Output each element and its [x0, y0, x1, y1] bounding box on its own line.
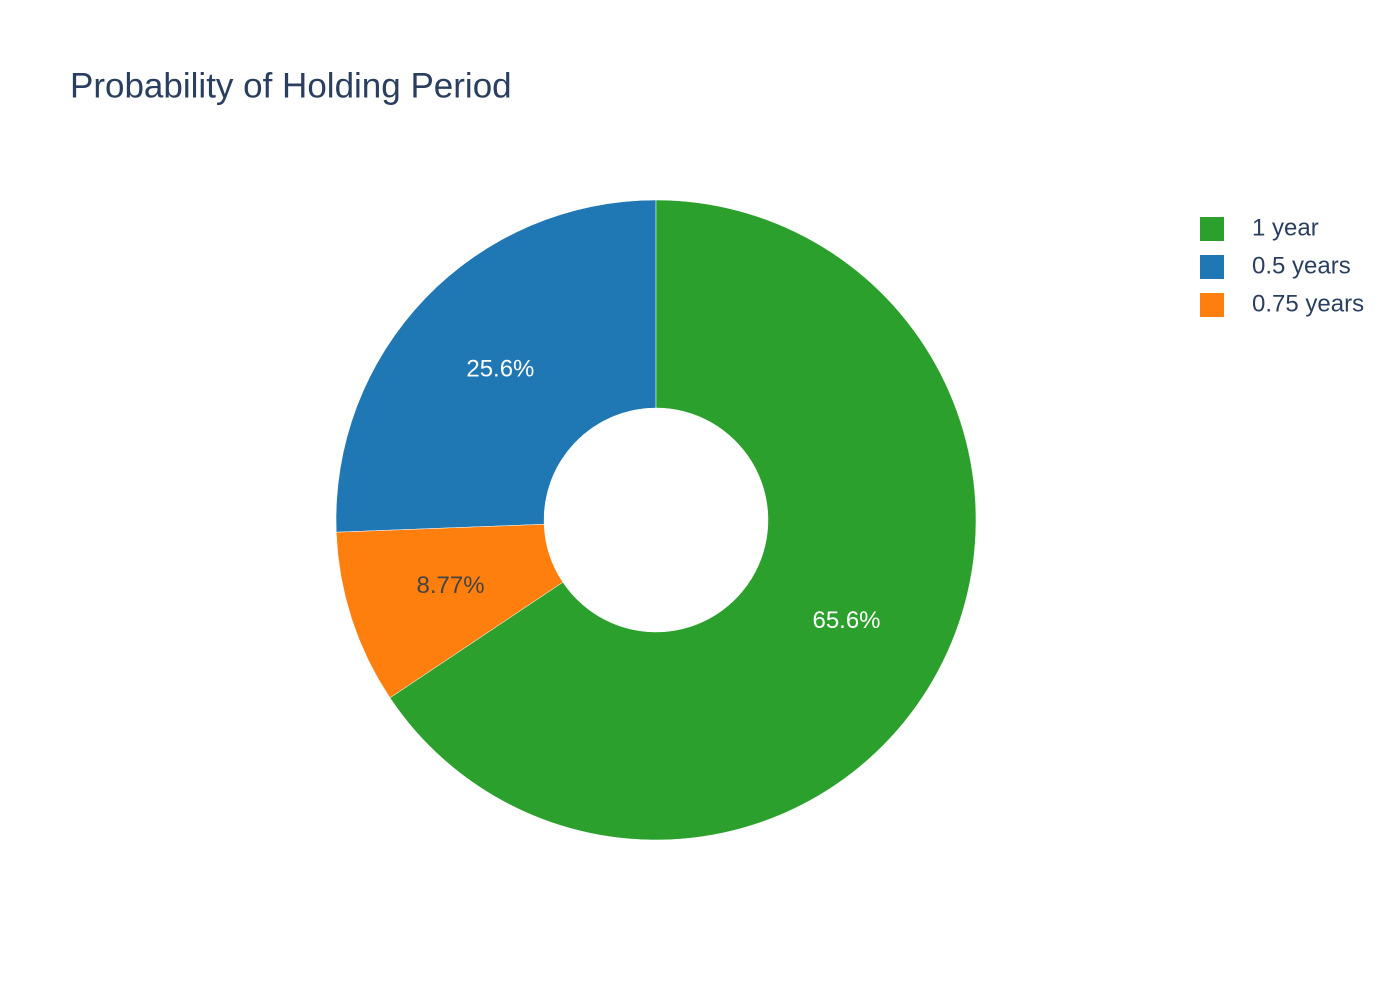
chart-title: Probability of Holding Period	[70, 66, 512, 105]
slice	[389, 199, 977, 841]
legend-label[interactable]: 0.5 years	[1252, 252, 1351, 279]
slice-label: 8.77%	[417, 572, 485, 599]
legend-swatch[interactable]	[1200, 217, 1224, 241]
slice-label: 25.6%	[466, 356, 534, 383]
slice	[335, 199, 657, 533]
slice-label: 65.6%	[812, 607, 880, 634]
legend-label[interactable]: 1 year	[1252, 214, 1319, 241]
legend-swatch[interactable]	[1200, 293, 1224, 317]
legend-swatch[interactable]	[1200, 255, 1224, 279]
legend-label[interactable]: 0.75 years	[1252, 290, 1364, 317]
